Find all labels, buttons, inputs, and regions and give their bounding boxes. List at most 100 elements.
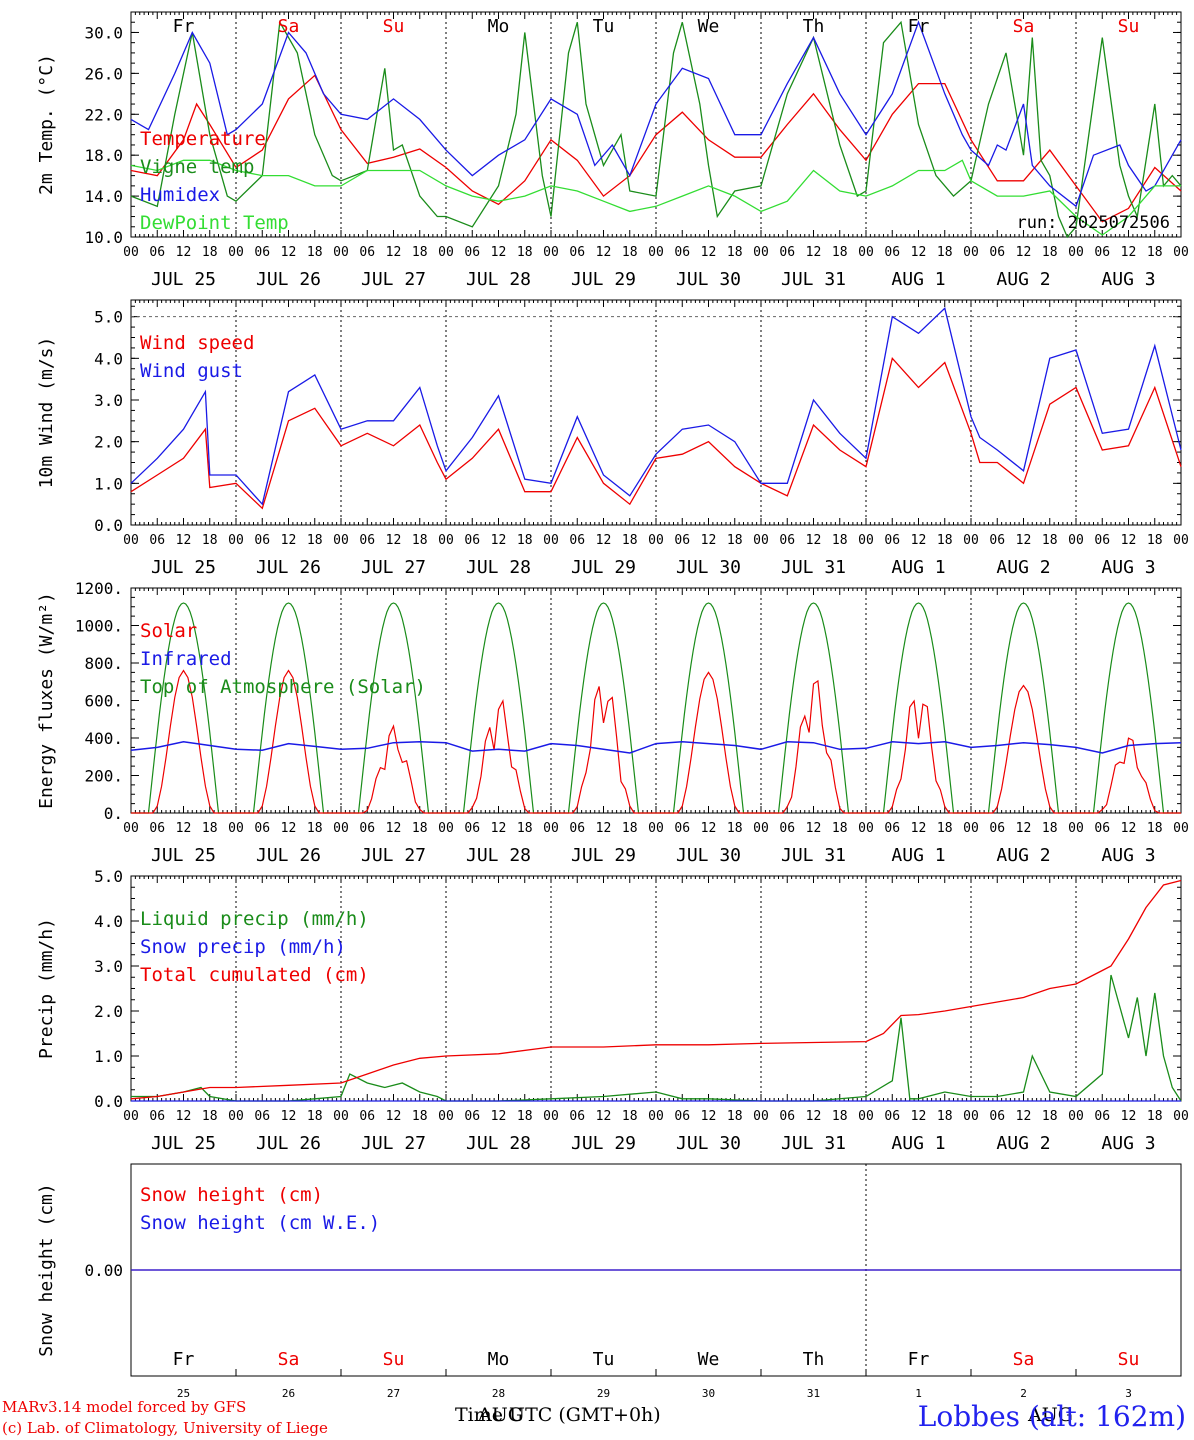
y-tick-label: 4.0 [94, 349, 123, 368]
hour-tick-label: 12 [911, 821, 927, 836]
hour-tick-label: 00 [123, 245, 139, 260]
run-label: run: 2025072506 [1016, 213, 1170, 233]
legend-entry: Top of Atmosphere (Solar) [140, 676, 426, 698]
hour-tick-label: 00 [1173, 533, 1189, 548]
y-tick-label: 22.0 [84, 105, 123, 124]
hour-tick-label: 00 [333, 821, 349, 836]
hour-tick-label: 00 [123, 821, 139, 836]
hour-tick-label: 06 [674, 1109, 690, 1124]
hour-tick-label: 12 [596, 821, 612, 836]
date-label: JUL 26 [256, 845, 321, 866]
hour-tick-label: 06 [359, 245, 375, 260]
y-tick-label: 0.00 [84, 1261, 123, 1280]
hour-tick-label: 00 [753, 533, 769, 548]
hour-tick-label: 18 [727, 1109, 743, 1124]
y-tick-label: 14.0 [84, 187, 123, 206]
hour-tick-label: 00 [438, 533, 454, 548]
hour-tick-label: 06 [884, 1109, 900, 1124]
date-label: AUG 2 [996, 269, 1050, 290]
hour-tick-label: 06 [674, 245, 690, 260]
y-tick-label: 5.0 [94, 867, 123, 886]
hour-tick-label: 00 [648, 1109, 664, 1124]
date-label: AUG 1 [891, 269, 945, 290]
hour-tick-label: 18 [622, 245, 638, 260]
hour-tick-label: 12 [176, 1109, 192, 1124]
hour-tick-label: 18 [202, 1109, 218, 1124]
hour-tick-label: 12 [176, 821, 192, 836]
hour-tick-label: 12 [1121, 1109, 1137, 1124]
hour-tick-label: 18 [1042, 245, 1058, 260]
date-label: JUL 26 [256, 1133, 321, 1154]
model-credit: MARv3.14 model forced by GFS [2, 1398, 247, 1416]
solar-line [761, 679, 866, 814]
series-total-cumulated-cm- [130, 879, 1182, 1100]
hour-tick-label: 00 [858, 533, 874, 548]
hour-tick-label: 12 [491, 533, 507, 548]
hour-tick-label: 18 [1147, 1109, 1163, 1124]
solar-line [971, 684, 1076, 814]
hour-tick-label: 12 [596, 1109, 612, 1124]
lab-credit: (c) Lab. of Climatology, University of L… [2, 1419, 328, 1437]
hour-tick-label: 18 [1042, 533, 1058, 548]
toa-solar-line [446, 602, 551, 814]
hour-tick-label: 06 [1094, 1109, 1110, 1124]
hour-tick-label: 12 [1016, 1109, 1032, 1124]
hour-tick-label: 00 [228, 245, 244, 260]
hour-tick-label: 00 [1068, 533, 1084, 548]
hour-tick-label: 06 [254, 245, 270, 260]
date-label: JUL 31 [781, 845, 846, 866]
series-wind-speed [130, 356, 1182, 510]
date-label: JUL 27 [361, 269, 426, 290]
hour-tick-label: 12 [1121, 821, 1137, 836]
solar-line [656, 671, 761, 814]
weekday-label: Th [803, 1349, 825, 1370]
date-label: AUG 1 [891, 1133, 945, 1154]
weekday-label: Mo [488, 16, 510, 37]
hour-tick-label: 00 [543, 821, 559, 836]
date-label: AUG 1 [891, 845, 945, 866]
y-tick-label: 26.0 [84, 64, 123, 83]
date-label: AUG 3 [1101, 557, 1155, 578]
hour-tick-label: 00 [648, 821, 664, 836]
y-tick-label: 2.0 [94, 1002, 123, 1021]
hour-tick-label: 12 [911, 245, 927, 260]
hour-tick-label: 12 [911, 533, 927, 548]
hour-tick-label: 06 [569, 1109, 585, 1124]
hour-tick-label: 12 [806, 245, 822, 260]
legend-entry: Total cumulated (cm) [140, 964, 369, 986]
hour-tick-label: 12 [1121, 245, 1137, 260]
hour-tick-label: 06 [149, 533, 165, 548]
hour-tick-label: 00 [858, 245, 874, 260]
y-tick-label: 18.0 [84, 146, 123, 165]
hour-tick-label: 06 [1094, 533, 1110, 548]
hour-tick-label: 00 [438, 821, 454, 836]
series-wind-gust [130, 307, 1182, 506]
weekday-label: We [698, 16, 720, 37]
date-label: JUL 30 [676, 1133, 741, 1154]
day-number-label: 1 [915, 1387, 922, 1400]
hour-tick-label: 18 [1147, 533, 1163, 548]
weekday-label: Fr [908, 1349, 930, 1370]
hour-tick-label: 12 [281, 533, 297, 548]
y-tick-label: 0.0 [94, 1092, 123, 1111]
hour-tick-label: 06 [674, 821, 690, 836]
y-tick-label: 0.0 [94, 516, 123, 535]
date-label: JUL 29 [571, 845, 636, 866]
y-tick-label: 3.0 [94, 391, 123, 410]
hour-tick-label: 12 [806, 533, 822, 548]
y-tick-label: 0. [104, 804, 123, 823]
series-temperature [130, 74, 1182, 223]
legend-entry: Humidex [140, 184, 220, 206]
date-label: AUG 3 [1101, 845, 1155, 866]
y-tick-label: 1.0 [94, 474, 123, 493]
date-label: AUG 2 [996, 557, 1050, 578]
date-label: AUG 3 [1101, 269, 1155, 290]
toa-solar-line [236, 602, 341, 814]
y-tick-label: 10.0 [84, 228, 123, 247]
hour-tick-label: 06 [359, 1109, 375, 1124]
hour-tick-label: 12 [806, 821, 822, 836]
date-label: JUL 28 [466, 1133, 531, 1154]
day-number-label: 31 [807, 1387, 820, 1400]
solar-line [446, 698, 551, 814]
toa-solar-line [761, 602, 866, 814]
